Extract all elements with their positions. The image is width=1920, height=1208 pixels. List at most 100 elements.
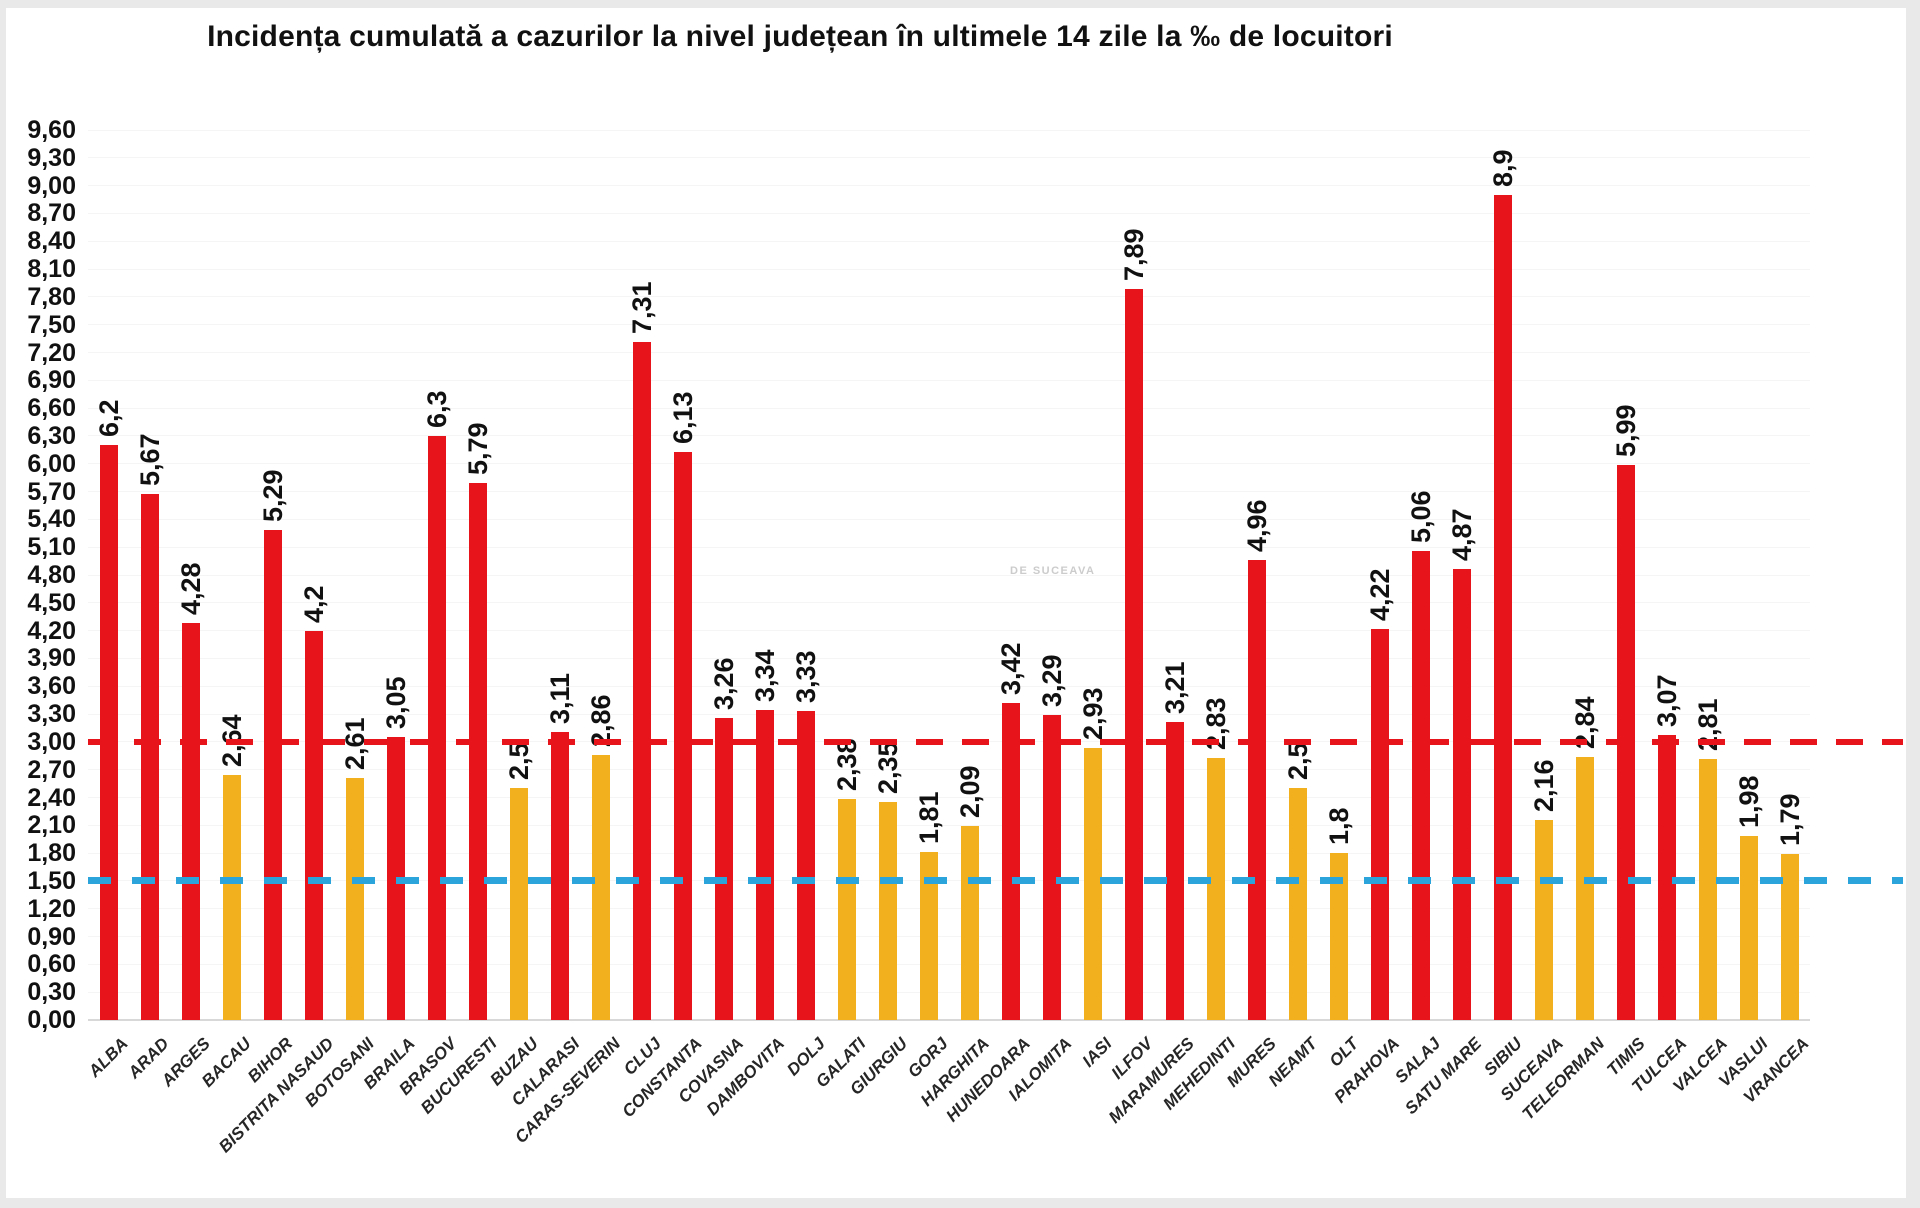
- bar-value-label: 3,29: [1036, 654, 1067, 707]
- y-axis-tick-label: 7,50: [27, 310, 76, 339]
- y-axis-tick-label: 2,70: [27, 755, 76, 784]
- reference-line-blue-threshold: [88, 877, 1903, 885]
- y-axis-tick-label: 7,80: [27, 282, 76, 311]
- gridline: [88, 212, 1810, 214]
- bar: [140, 494, 159, 1020]
- y-axis-tick-label: 2,40: [27, 783, 76, 812]
- bar: [1042, 714, 1061, 1020]
- bar: [755, 710, 774, 1020]
- bar-value-label: 5,06: [1405, 490, 1436, 543]
- bar-value-label: 2,09: [954, 765, 985, 819]
- bar: [1165, 722, 1184, 1020]
- y-axis-tick-label: 0,90: [27, 922, 76, 951]
- gridline: [88, 797, 1810, 798]
- bar: [509, 788, 528, 1020]
- bar: [1001, 702, 1020, 1020]
- bar: [960, 826, 979, 1020]
- bar-value-label: 4,96: [1241, 499, 1272, 553]
- y-axis-tick-label: 1,50: [27, 866, 76, 895]
- bar: [427, 435, 446, 1020]
- gridline: [88, 324, 1810, 326]
- bar-value-label: 3,05: [380, 676, 411, 730]
- bar-value-label: 5,29: [257, 469, 288, 522]
- gridline: [88, 963, 1810, 965]
- y-axis-tick-label: 9,30: [27, 143, 76, 172]
- bar: [1780, 854, 1799, 1020]
- gridline: [88, 268, 1810, 270]
- bar: [796, 711, 815, 1020]
- bar-value-label: 4,28: [175, 562, 206, 616]
- gridline: [88, 491, 1810, 493]
- bar-value-label: 7,31: [626, 281, 657, 335]
- bar-value-label: 3,26: [708, 657, 739, 710]
- bar: [550, 731, 569, 1020]
- y-axis-tick-label: 4,20: [27, 616, 76, 645]
- y-axis-tick-label: 1,20: [27, 894, 76, 923]
- y-axis-tick-label: 6,60: [27, 394, 76, 423]
- gridline: [88, 518, 1810, 520]
- bar-value-label: 6,13: [667, 391, 698, 444]
- y-axis-tick-label: 3,00: [27, 727, 76, 756]
- y-axis-tick-label: 0,60: [27, 950, 76, 979]
- bar: [591, 754, 610, 1020]
- gridline: [88, 630, 1810, 632]
- bar: [99, 445, 118, 1020]
- bar-value-label: 6,3: [421, 390, 452, 428]
- y-axis-tick-label: 7,20: [27, 338, 76, 367]
- bar: [1370, 628, 1389, 1020]
- bar-value-label: 7,89: [1118, 227, 1149, 281]
- gridline: [88, 296, 1810, 298]
- bar-value-label: 4,87: [1446, 507, 1477, 561]
- gridline: [88, 936, 1810, 938]
- bar: [1575, 756, 1594, 1020]
- x-axis-category-label: ALBA: [85, 1034, 132, 1081]
- bar: [263, 529, 282, 1020]
- gridline: [88, 129, 1810, 131]
- y-axis-tick-label: 2,10: [27, 811, 76, 840]
- gridline: [88, 574, 1810, 576]
- gridline: [88, 852, 1810, 854]
- y-axis-tick-label: 8,70: [27, 199, 76, 228]
- gridline: [88, 463, 1810, 465]
- y-axis-tick-label: 8,10: [27, 255, 76, 284]
- gridline: [88, 546, 1810, 548]
- chart-title: Incidența cumulată a cazurilor la nivel …: [207, 20, 1393, 53]
- bar: [1329, 853, 1348, 1020]
- bar-value-label: 5,79: [462, 422, 493, 476]
- y-axis-tick-label: 3,60: [27, 672, 76, 701]
- bar-value-label: 3,11: [544, 672, 575, 724]
- y-axis-tick-label: 6,30: [27, 421, 76, 450]
- bar: [1534, 819, 1553, 1020]
- bar: [714, 717, 733, 1020]
- y-axis-tick-label: 0,30: [27, 978, 76, 1007]
- gridline: [88, 352, 1810, 353]
- y-axis-tick-label: 5,40: [27, 505, 76, 534]
- y-axis-tick-label: 6,90: [27, 366, 76, 395]
- bar: [1288, 788, 1307, 1020]
- y-axis-tick-label: 3,90: [27, 644, 76, 673]
- bar-value-label: 3,42: [995, 642, 1026, 695]
- reference-line-red-threshold: [88, 738, 1903, 745]
- y-axis-tick-label: 0,00: [27, 1006, 76, 1034]
- bar-value-label: 5,67: [134, 433, 165, 487]
- bar: [1739, 836, 1758, 1020]
- bar: [878, 802, 897, 1020]
- gridline: [88, 991, 1810, 993]
- bar: [1698, 759, 1717, 1020]
- y-axis-tick-label: 8,40: [27, 227, 76, 256]
- bar: [1247, 560, 1266, 1020]
- y-axis-tick-label: 1,80: [27, 839, 76, 868]
- gridline: [88, 685, 1810, 687]
- gridline: [88, 769, 1810, 771]
- bar-value-label: 6,2: [93, 399, 124, 438]
- bar-value-label: 1,79: [1774, 793, 1805, 847]
- y-axis-tick-label: 5,70: [27, 477, 76, 506]
- bar: [837, 799, 856, 1020]
- bar-value-label: 5,99: [1610, 404, 1641, 457]
- x-axis-line: [88, 1019, 1810, 1021]
- bar: [1411, 550, 1430, 1020]
- gridline: [88, 824, 1810, 826]
- bar-value-label: 8,9: [1487, 149, 1518, 187]
- gridline: [88, 657, 1810, 659]
